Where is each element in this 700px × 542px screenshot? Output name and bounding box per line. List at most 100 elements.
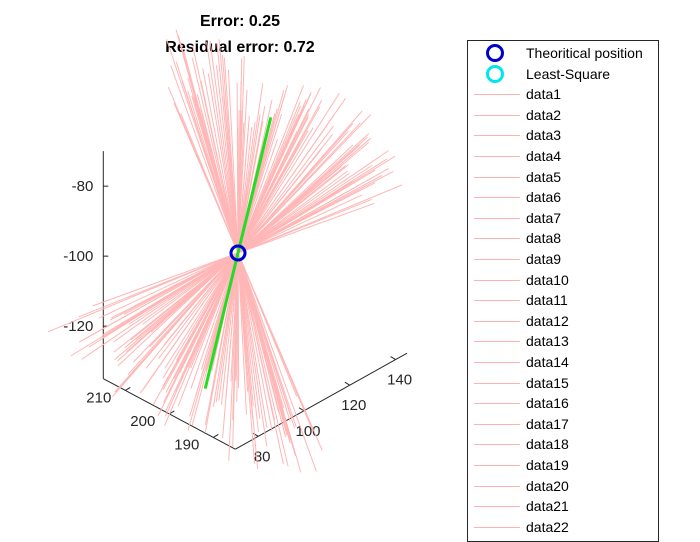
legend-entry: data13	[468, 331, 658, 351]
line-swatch-icon	[474, 279, 520, 281]
legend-label: data14	[526, 354, 569, 370]
x-tick	[298, 407, 305, 412]
x-tick-label: 100	[295, 423, 320, 440]
legend-entry: data2	[468, 105, 658, 125]
line-swatch-icon	[474, 114, 520, 116]
data-ray	[162, 143, 301, 387]
legend-entry: data6	[468, 187, 658, 207]
theoretical-position-marker	[229, 244, 247, 262]
legend-entry: data16	[468, 393, 658, 413]
legend-entry: data8	[468, 228, 658, 248]
y-tick	[213, 433, 219, 438]
z-tick-label: -100	[63, 248, 93, 265]
line-swatch-icon	[474, 259, 520, 260]
legend-label: data22	[526, 518, 569, 535]
legend-label: data19	[526, 457, 569, 473]
title-error: Error: 0.25	[199, 13, 281, 30]
legend-entry: data9	[468, 249, 658, 269]
x-tick	[390, 356, 396, 360]
data-ray	[166, 39, 297, 427]
legend-entry: data20	[468, 476, 658, 496]
data-ray	[198, 112, 291, 441]
legend-label: data1	[526, 86, 562, 103]
legend-entry: data11	[468, 290, 658, 310]
line-swatch-icon	[474, 238, 520, 240]
z-tick-label: -80	[72, 178, 94, 195]
legend-label: data15	[526, 374, 569, 391]
legend-entry: data22	[468, 517, 658, 537]
line-swatch-icon	[474, 156, 520, 157]
legend-label: data2	[526, 106, 562, 123]
legend-label: data13	[526, 333, 569, 350]
data-ray	[190, 101, 301, 369]
legend-entry: data18	[468, 434, 658, 454]
circle-marker-icon	[486, 44, 504, 62]
line-swatch-icon	[474, 217, 520, 219]
line-swatch-icon	[474, 94, 520, 96]
legend-label: data18	[526, 436, 569, 453]
legend-label: data10	[526, 271, 569, 288]
line-swatch-icon	[474, 341, 520, 343]
legend-entry: Theoritical position	[468, 43, 658, 63]
line-swatch-icon	[474, 403, 520, 405]
line-swatch-icon	[474, 465, 520, 466]
line-swatch-icon	[474, 485, 520, 487]
legend-label: Least-Square	[526, 65, 611, 82]
data-ray	[220, 127, 253, 405]
legend: Theoritical position Least-Square data1 dat…	[467, 40, 659, 542]
legend-label: data9	[526, 251, 562, 267]
legend-label: Theoritical position	[526, 45, 643, 61]
legend-label: data6	[526, 189, 562, 206]
legend-label: data5	[526, 168, 562, 185]
line-swatch-icon	[474, 135, 520, 137]
legend-label: data8	[526, 230, 562, 247]
legend-entry: data3	[468, 125, 658, 145]
legend-entry: data15	[468, 373, 658, 393]
x-axis-line	[235, 352, 408, 450]
line-swatch-icon	[474, 320, 520, 322]
x-tick-label: 80	[254, 448, 271, 465]
line-swatch-icon	[474, 444, 520, 446]
data-ray	[209, 40, 261, 419]
data-ray	[192, 45, 276, 421]
data-ray	[164, 92, 340, 369]
legend-label: data3	[526, 127, 562, 144]
x-tick	[344, 381, 351, 386]
legend-label: data21	[526, 498, 569, 515]
legend-label: data12	[526, 312, 569, 329]
legend-entry: data21	[468, 496, 658, 516]
legend-label: data16	[526, 395, 569, 412]
y-tick	[125, 386, 131, 391]
line-swatch-icon	[474, 506, 520, 508]
x-tick-label: 120	[341, 397, 366, 414]
line-swatch-icon	[474, 197, 520, 199]
data-ray	[216, 43, 254, 406]
data-ray	[232, 55, 245, 420]
data-ray	[47, 184, 403, 333]
z-tick-label: -120	[63, 318, 93, 335]
legend-entry: data5	[468, 167, 658, 187]
y-tick-label: 190	[174, 436, 199, 453]
legend-entry: Least-Square	[468, 64, 658, 84]
data-ray	[173, 102, 323, 451]
legend-entry: data19	[468, 455, 658, 475]
legend-label: data4	[526, 148, 562, 164]
legend-label: data11	[526, 292, 568, 309]
plot-area: 80 100 120 140 190 200 210 -80 -100 -120	[47, 29, 412, 473]
x-tick-label: 140	[387, 372, 412, 389]
line-swatch-icon	[474, 300, 520, 302]
line-swatch-icon	[474, 423, 520, 425]
legend-label: data20	[526, 477, 569, 494]
legend-entry: data10	[468, 270, 658, 290]
legend-entry: data4	[468, 146, 658, 166]
data-ray	[135, 142, 370, 341]
line-swatch-icon	[474, 526, 520, 528]
legend-entry: data7	[468, 208, 658, 228]
fit-line	[203, 117, 273, 389]
y-tick-label: 200	[130, 413, 155, 430]
legend-entry: data12	[468, 311, 658, 331]
legend-entry: data14	[468, 352, 658, 372]
line-swatch-icon	[474, 362, 520, 363]
circle-marker-icon	[486, 64, 504, 83]
line-swatch-icon	[474, 176, 520, 178]
